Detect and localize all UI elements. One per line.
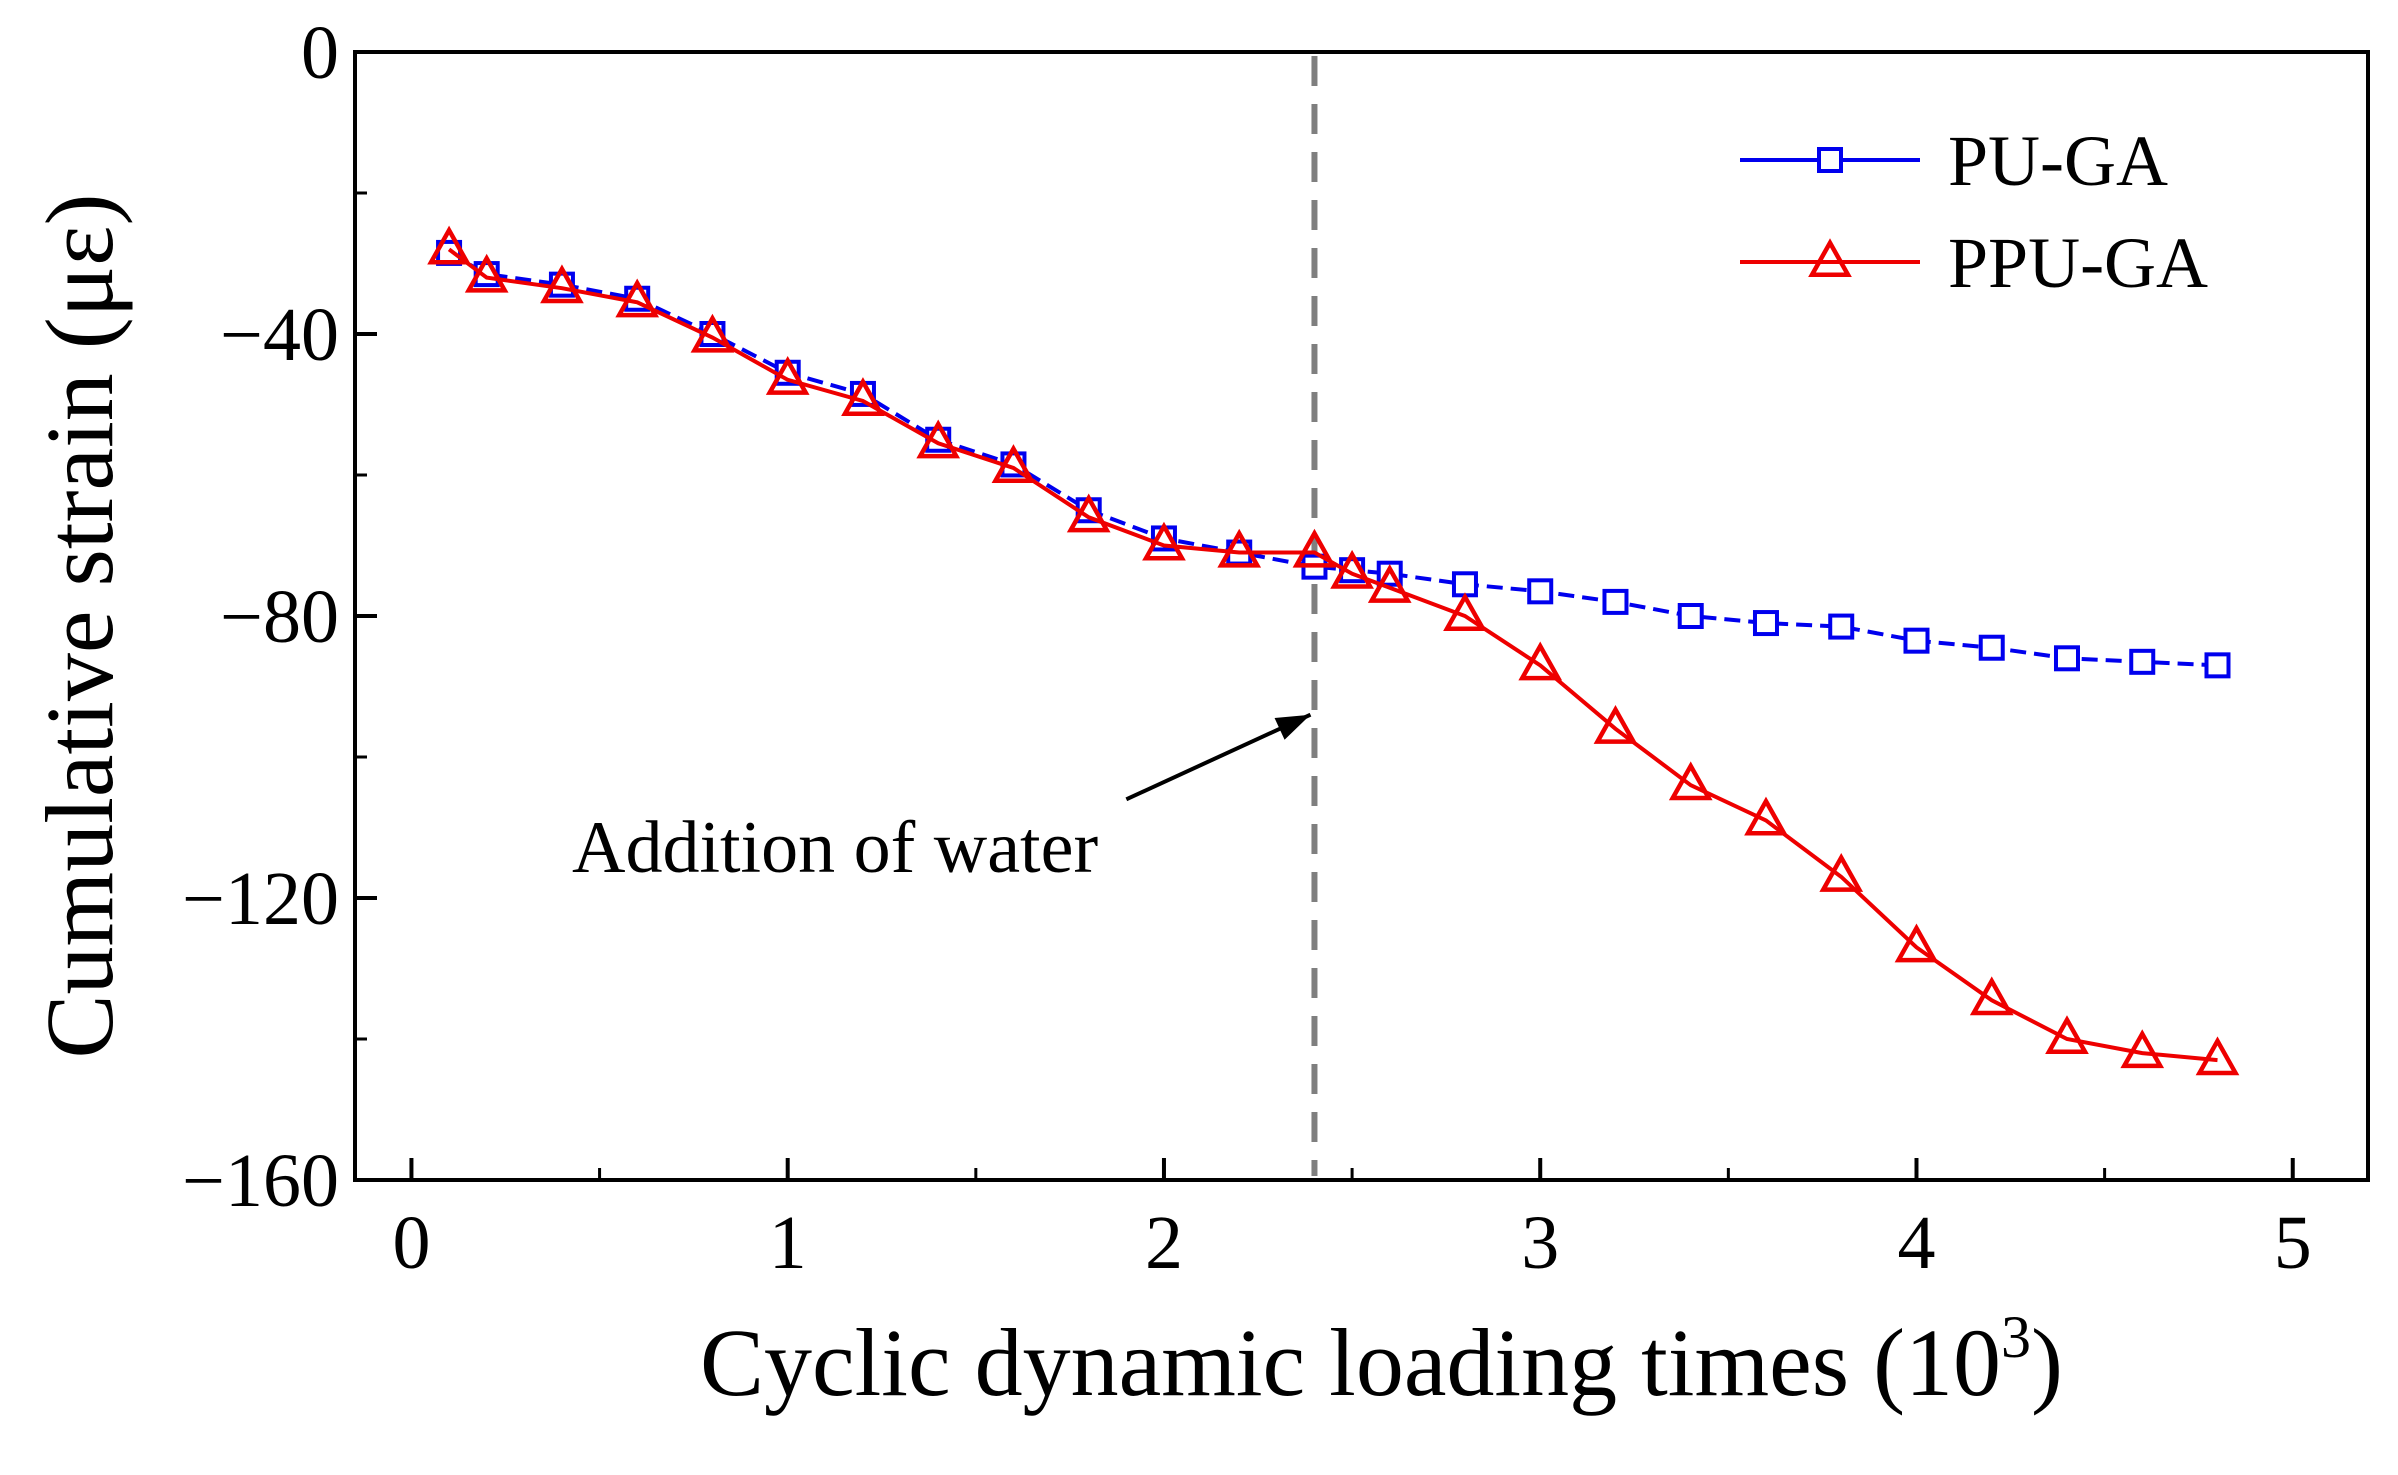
data-point-pu-ga — [1752, 610, 1779, 637]
x-tick-label: 2 — [1145, 1201, 1183, 1285]
data-point-ppu-ga — [765, 356, 810, 395]
data-point-ppu-ga — [916, 419, 961, 459]
data-point-ppu-ga — [690, 313, 735, 353]
data-point-ppu-ga — [1292, 528, 1337, 568]
x-axis-title: Cyclic dynamic loading times (103) — [700, 1304, 2063, 1416]
data-point-ppu-ga — [2045, 1015, 2089, 1055]
legend-marker — [1817, 147, 1843, 173]
legend-item-ppu-ga: PPU-GA — [1740, 223, 2208, 303]
series-line-pu-ga — [448, 251, 2218, 668]
y-tick-label: −80 — [220, 575, 339, 659]
data-point-ppu-ga — [841, 377, 885, 417]
data-point-ppu-ga — [464, 253, 509, 293]
y-tick-label: −40 — [220, 293, 339, 377]
data-point-ppu-ga — [427, 225, 471, 265]
data-point-pu-ga — [2204, 652, 2231, 679]
data-point-pu-ga — [1527, 578, 1554, 605]
y-tick-label: −120 — [182, 857, 339, 941]
data-point-pu-ga — [1903, 627, 1930, 654]
legend-label: PPU-GA — [1948, 223, 2208, 303]
x-axis-title-main: Cyclic dynamic loading times (10 — [700, 1309, 2001, 1416]
data-point-ppu-ga — [1894, 923, 1939, 963]
data-point-pu-ga — [2053, 645, 2080, 672]
data-point-ppu-ga — [1330, 549, 1374, 589]
data-point-ppu-ga — [2195, 1036, 2240, 1076]
plot-frame — [353, 50, 2370, 1182]
data-point-pu-ga — [1602, 588, 1629, 615]
legend-marker — [1808, 238, 1852, 278]
data-point-pu-ga — [1677, 603, 1704, 629]
series-pu-ga — [436, 239, 2231, 679]
x-axis-title-close: ) — [2031, 1309, 2063, 1416]
data-point-ppu-ga — [2120, 1029, 2165, 1069]
data-point-pu-ga — [2129, 648, 2156, 675]
legend-item-pu-ga: PU-GA — [1740, 121, 2168, 201]
data-point-ppu-ga — [1367, 564, 1412, 603]
data-point-pu-ga — [1451, 571, 1478, 598]
data-point-ppu-ga — [1142, 521, 1186, 561]
series-ppu-ga — [427, 225, 2240, 1076]
data-point-ppu-ga — [615, 278, 660, 318]
x-tick-label: 3 — [1521, 1201, 1559, 1285]
data-point-ppu-ga — [1744, 796, 1788, 836]
data-point-ppu-ga — [1217, 528, 1262, 568]
x-tick-label: 0 — [392, 1201, 430, 1285]
x-tick-label: 4 — [1897, 1201, 1935, 1285]
y-tick-label: −160 — [182, 1139, 339, 1223]
data-point-ppu-ga — [1518, 641, 1563, 681]
data-point-ppu-ga — [1668, 761, 1713, 801]
x-axis-title-superscript: 3 — [2001, 1304, 2031, 1370]
x-tick-label: 5 — [2274, 1201, 2312, 1285]
annotation-text: Addition of water — [572, 807, 1098, 889]
y-axis-title: Cumulative strain (με) — [26, 194, 133, 1059]
data-point-ppu-ga — [991, 444, 1036, 483]
data-point-pu-ga — [1828, 613, 1855, 640]
x-tick-label: 1 — [769, 1201, 807, 1285]
legend-label: PU-GA — [1948, 121, 2168, 201]
data-point-ppu-ga — [1593, 705, 1638, 744]
data-point-pu-ga — [1978, 634, 2005, 661]
y-tick-label: 0 — [301, 11, 339, 95]
data-point-ppu-ga — [1819, 853, 1864, 892]
series-line-ppu-ga — [447, 247, 2218, 1063]
data-point-ppu-ga — [1443, 592, 1487, 632]
annotation-arrowhead — [1274, 714, 1311, 740]
data-point-ppu-ga — [1066, 493, 1111, 533]
data-point-ppu-ga — [540, 264, 584, 304]
data-point-ppu-ga — [1969, 976, 2014, 1016]
